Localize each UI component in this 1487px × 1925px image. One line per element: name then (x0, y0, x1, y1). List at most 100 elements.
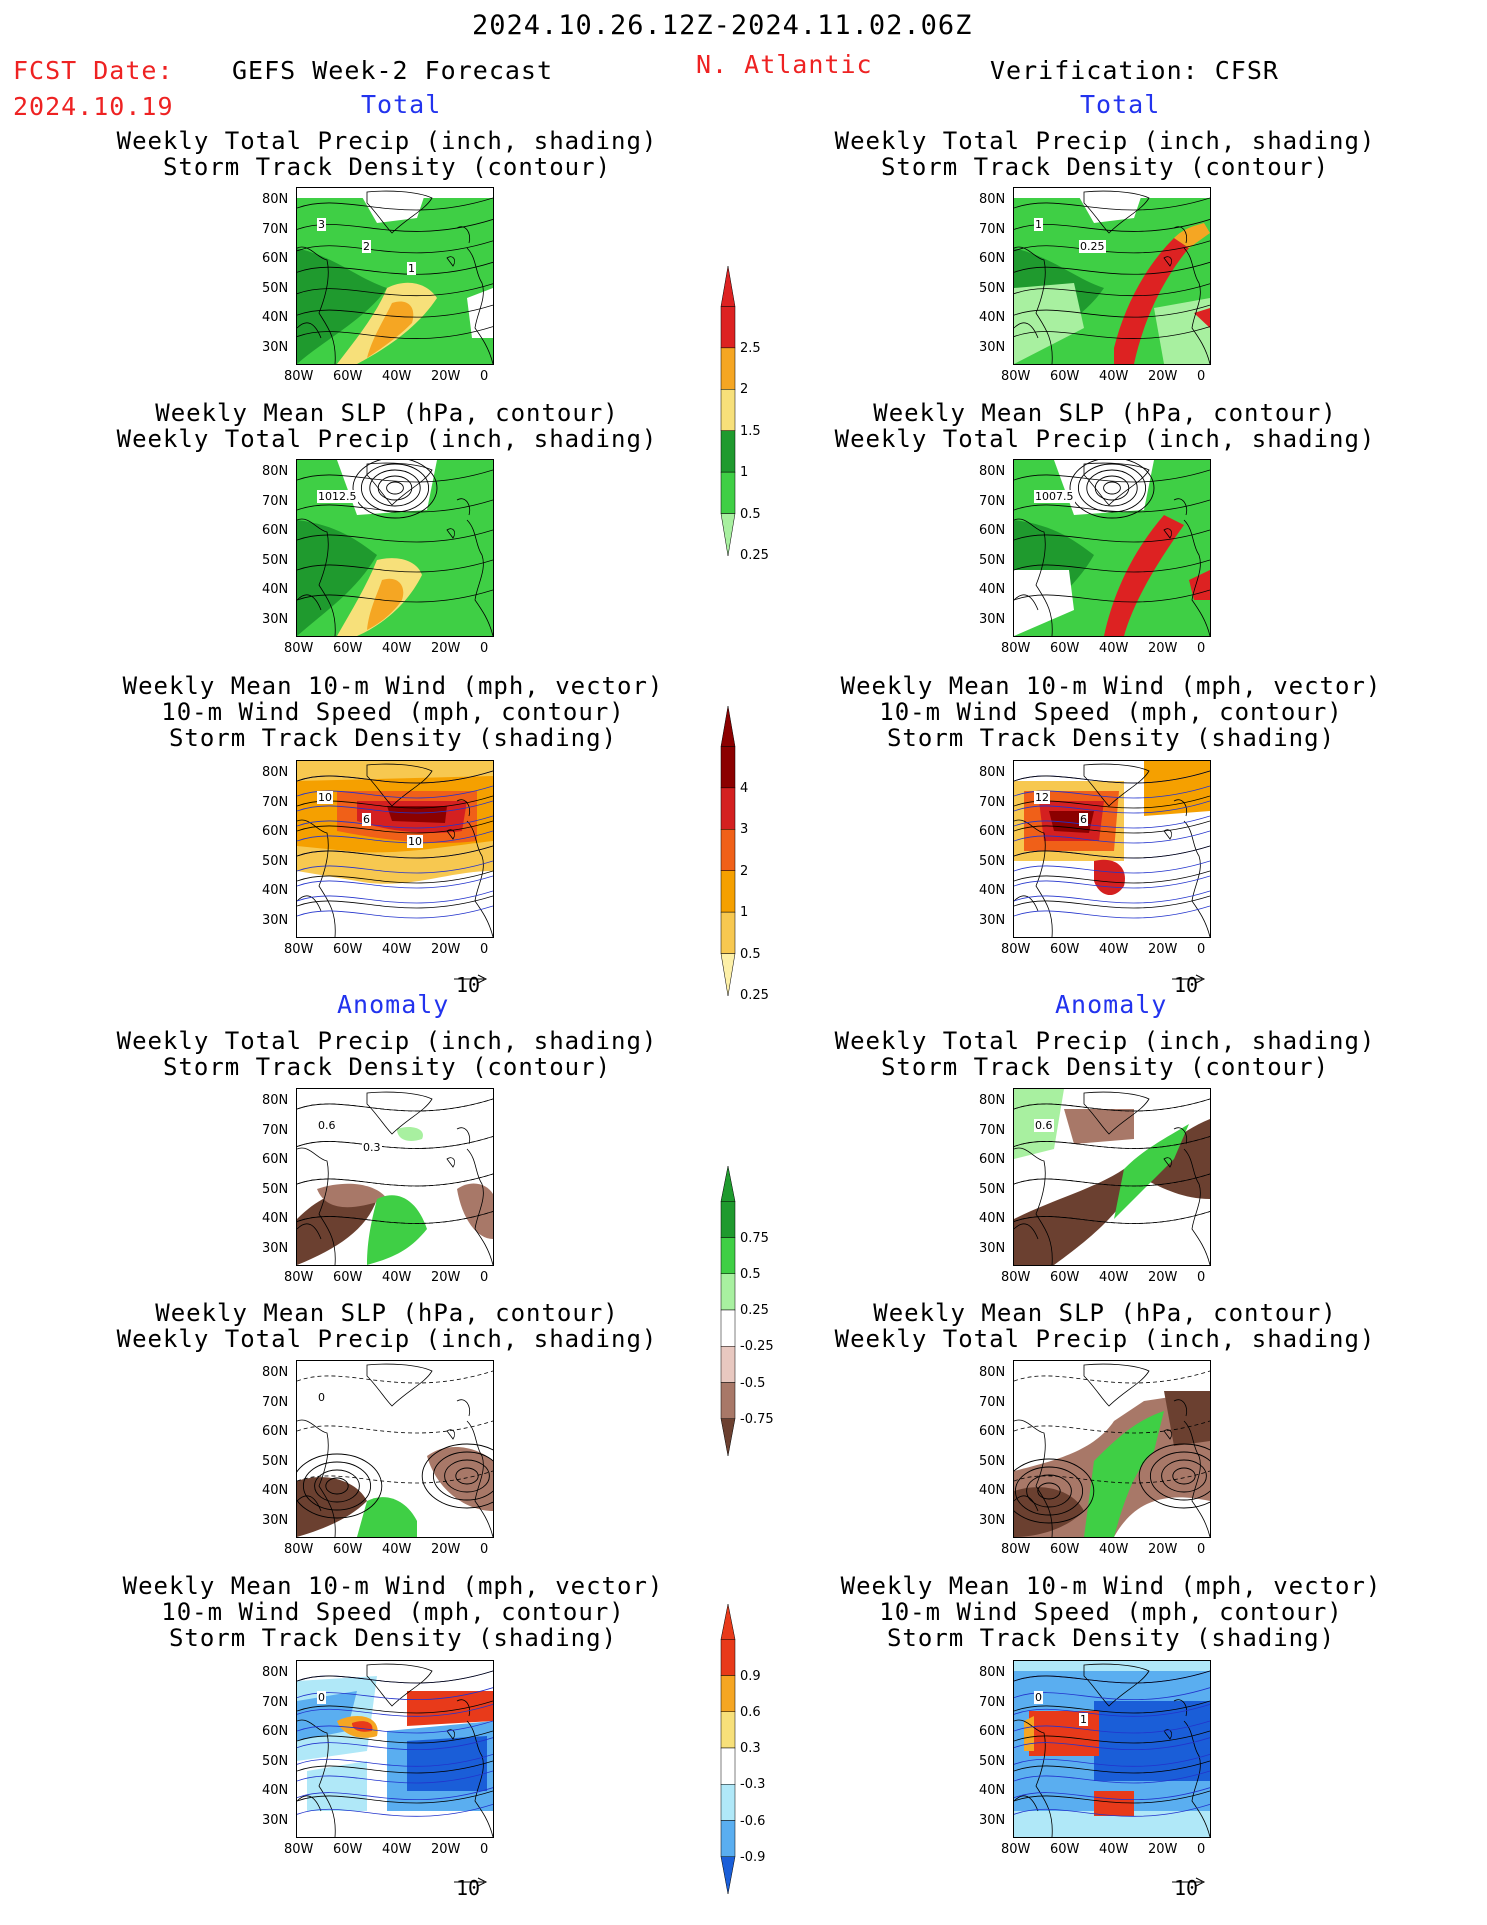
lon-label: 60W (333, 641, 363, 656)
lon-label: 80W (1001, 1842, 1031, 1857)
lon-label: 60W (333, 1270, 363, 1285)
lon-label: 0 (480, 369, 489, 384)
panel-title-line: Weekly Mean 10-m Wind (mph, vector) (122, 672, 664, 700)
panel-title-line: 10-m Wind Speed (mph, contour) (161, 698, 625, 726)
lat-label: 70N (979, 1122, 1006, 1138)
colorbar-label: 1 (740, 905, 749, 921)
lat-label: 60N (262, 1424, 289, 1439)
colorbar-label: -0.6 (740, 1813, 766, 1829)
colorbar-label: 0.5 (740, 506, 761, 522)
lon-label: 60W (1050, 1842, 1080, 1857)
section-anomaly-left: Anomaly (337, 990, 450, 1019)
lat-label: 30N (262, 611, 289, 627)
map-panel-precip-obs: 1 0.25 (1013, 187, 1211, 365)
lat-label: 50N (979, 1753, 1006, 1769)
lon-label: 80W (1001, 1270, 1031, 1285)
contour-label: 1 (407, 262, 416, 275)
lat-label: 30N (262, 339, 289, 355)
lat-label: 40N (262, 1211, 289, 1226)
lat-label: 50N (979, 1181, 1006, 1197)
contour-label: 10 (407, 835, 423, 848)
lon-label: 40W (382, 641, 412, 656)
contour-label: 0.6 (1034, 1119, 1054, 1132)
lon-label: 20W (431, 1842, 461, 1857)
colorbar-label: 1 (740, 465, 749, 481)
contour-label: 12 (1034, 791, 1050, 804)
panel-title-line: Storm Track Density (contour) (880, 153, 1330, 181)
fcst-date-value: 2024.10.19 (13, 92, 174, 121)
lat-label: 40N (262, 582, 289, 597)
panel-title-line: Storm Track Density (shading) (886, 724, 1336, 752)
contour-label: 3 (317, 218, 326, 231)
lon-label: 20W (431, 1270, 461, 1285)
panel-title-line: Weekly Mean SLP (hPa, contour) (873, 399, 1337, 427)
lat-label: 30N (262, 1512, 289, 1528)
colorbar-track_anom (720, 1603, 736, 1899)
lon-label: 60W (333, 1842, 363, 1857)
map-panel-anomwind-fcst: 0 (296, 1660, 494, 1838)
contour-label: 0.3 (362, 1141, 382, 1154)
vector-scale-arrow-icon (1172, 965, 1206, 989)
colorbar-label: -0.9 (740, 1849, 766, 1865)
map-panel-slp-fcst: 1012.5 (296, 459, 494, 637)
vector-scale-label: 10 (456, 973, 481, 997)
panel-title-line: Weekly Total Precip (inch, shading) (834, 127, 1376, 155)
lat-label: 50N (979, 1453, 1006, 1469)
colorbar-label: -0.3 (740, 1777, 766, 1793)
contour-label: 2 (362, 240, 371, 253)
lon-label: 40W (382, 369, 412, 384)
lat-label: 30N (262, 1240, 289, 1256)
contour-label: 10 (317, 791, 333, 804)
lat-label: 60N (262, 251, 289, 266)
lon-label: 60W (1050, 942, 1080, 957)
panel-title-line: Weekly Mean SLP (hPa, contour) (155, 399, 619, 427)
lat-label: 30N (979, 611, 1006, 627)
lat-label: 60N (262, 523, 289, 538)
lat-label: 30N (979, 1512, 1006, 1528)
right-column-title: Verification: CFSR (990, 56, 1279, 85)
map-panel-precip-fcst: 3 2 1 (296, 187, 494, 365)
contour-label: 0.25 (1079, 240, 1106, 253)
lon-label: 40W (1099, 1542, 1129, 1557)
panel-title-line: Weekly Mean 10-m Wind (mph, vector) (122, 1572, 664, 1600)
panel-title-line: Weekly Total Precip (inch, shading) (116, 127, 658, 155)
contour-label: 0 (317, 1691, 326, 1704)
panel-title-line: Storm Track Density (shading) (168, 724, 618, 752)
colorbar-label: -0.5 (740, 1375, 766, 1391)
lat-label: 80N (262, 464, 289, 479)
lat-label: 50N (979, 552, 1006, 568)
section-total-right: Total (1080, 90, 1161, 119)
lat-label: 80N (979, 1093, 1006, 1108)
colorbar-label: 2 (740, 382, 749, 398)
lon-label: 80W (284, 1270, 314, 1285)
lat-label: 40N (262, 310, 289, 325)
lon-label: 60W (333, 1542, 363, 1557)
lat-label: 40N (262, 1483, 289, 1498)
map-panel-wind-fcst: 10 6 10 (296, 760, 494, 938)
lat-label: 60N (979, 1424, 1006, 1439)
colorbar-precip_total (720, 265, 736, 561)
panel-title-line: 10-m Wind Speed (mph, contour) (161, 1598, 625, 1626)
panel-title-line: Storm Track Density (contour) (162, 1053, 612, 1081)
lon-label: 20W (1148, 369, 1178, 384)
lat-label: 70N (979, 493, 1006, 509)
contour-label: 6 (1079, 813, 1088, 826)
lat-label: 50N (979, 280, 1006, 296)
panel-title-line: Weekly Total Precip (inch, shading) (834, 1027, 1376, 1055)
lon-label: 40W (1099, 1270, 1129, 1285)
lat-label: 60N (262, 824, 289, 839)
colorbar-label: 0.5 (740, 1266, 761, 1282)
lon-label: 40W (1099, 1842, 1129, 1857)
panel-title-line: Storm Track Density (shading) (886, 1624, 1336, 1652)
lon-label: 0 (480, 1542, 489, 1557)
region-title: N. Atlantic (696, 50, 873, 79)
lat-label: 30N (979, 339, 1006, 355)
lon-label: 0 (1197, 1842, 1206, 1857)
lon-label: 20W (1148, 1842, 1178, 1857)
panel-title-line: Weekly Mean SLP (hPa, contour) (155, 1299, 619, 1327)
map-panel-slp-obs: 1007.5 (1013, 459, 1211, 637)
section-anomaly-right: Anomaly (1055, 990, 1168, 1019)
lat-label: 30N (979, 1240, 1006, 1256)
contour-label: 0 (317, 1391, 326, 1404)
colorbar-label: 0.25 (740, 1303, 769, 1318)
